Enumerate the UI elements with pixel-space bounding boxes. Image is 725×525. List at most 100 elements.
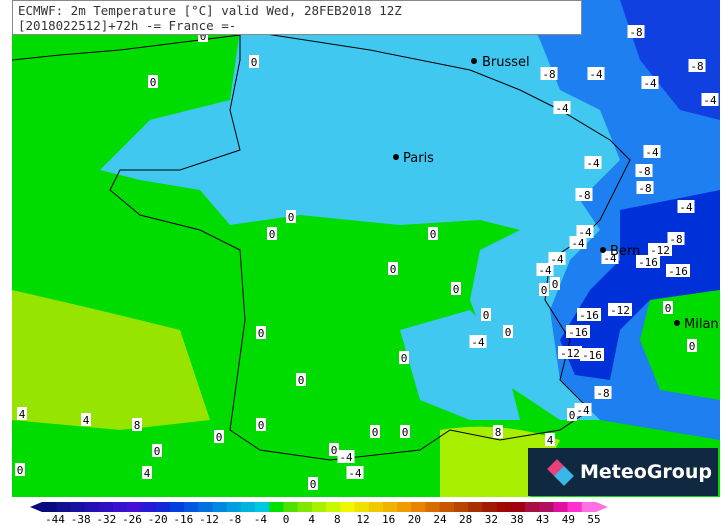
contour-label: 0: [214, 430, 224, 444]
colorbar-swatch: [368, 502, 384, 512]
darker-blue-region-northeast: [620, 0, 720, 120]
contour-label: 0: [148, 75, 158, 89]
svg-text:0: 0: [216, 431, 223, 444]
svg-text:8: 8: [495, 426, 502, 439]
svg-text:-8: -8: [690, 60, 703, 73]
header-title: ECMWF: 2m Temperature [°C] valid Wed, 28…: [18, 3, 402, 18]
contour-label: -4: [469, 335, 487, 349]
colorbar-swatch: [42, 502, 57, 512]
colorbar-swatch: [283, 502, 299, 512]
svg-text:-16: -16: [582, 349, 602, 362]
contour-label: 0: [267, 227, 277, 241]
svg-text:-8: -8: [638, 182, 651, 195]
contour-label: -16: [577, 308, 601, 322]
temperature-map: 000-8-8 -4-4-8-4-4-4-4-8-8-8-400 0 -4-8-4-4…: [11, 0, 720, 497]
contour-label: -4: [587, 67, 605, 81]
logo-text: MeteoGroup: [580, 461, 712, 483]
colorbar-swatch: [553, 502, 569, 512]
contour-label: -4: [643, 145, 661, 159]
contour-label: 0: [550, 277, 560, 291]
contour-label: 0: [687, 339, 697, 353]
svg-text:-4: -4: [471, 336, 485, 349]
contour-label: -4: [641, 76, 659, 90]
svg-text:0: 0: [689, 340, 696, 353]
svg-text:0: 0: [483, 309, 490, 322]
colorbar-swatch: [269, 502, 284, 512]
svg-text:0: 0: [251, 56, 258, 69]
contour-label: 0: [296, 373, 306, 387]
contour-label: 4: [81, 413, 91, 427]
svg-text:-4: -4: [586, 157, 600, 170]
colorbar-swatch: [453, 502, 469, 512]
colorbar-swatch: [510, 502, 526, 512]
colorbar-swatch: [311, 502, 327, 512]
svg-text:-16: -16: [638, 256, 658, 269]
svg-text:-4: -4: [603, 252, 617, 265]
contour-label: 0: [663, 301, 673, 315]
colorbar-swatch: [468, 502, 483, 512]
svg-text:-16: -16: [579, 309, 599, 322]
svg-text:0: 0: [310, 478, 317, 491]
svg-text:Paris: Paris: [403, 151, 434, 166]
contour-label: 0: [308, 477, 318, 491]
contour-label: -4: [601, 251, 619, 265]
colorbar-swatch: [240, 502, 256, 512]
svg-text:0: 0: [430, 228, 437, 241]
colorbar-tick-label: 4: [308, 513, 315, 525]
sea-lighter-green-region: [12, 290, 210, 430]
svg-text:4: 4: [19, 408, 26, 421]
meteogroup-logo-icon: [547, 459, 574, 486]
colorbar-tick-label: -32: [96, 513, 116, 525]
colorbar-tick-label: 20: [408, 513, 421, 525]
contour-label: 8: [493, 425, 503, 439]
colorbar-swatch: [113, 502, 128, 512]
svg-text:0: 0: [154, 445, 161, 458]
colorbar-swatch: [297, 502, 313, 512]
svg-text:-16: -16: [668, 265, 688, 278]
contour-label: -12: [608, 303, 632, 317]
svg-text:8: 8: [134, 419, 141, 432]
svg-text:-4: -4: [578, 226, 592, 239]
contour-label: -4: [677, 200, 695, 214]
colorbar-swatch: [354, 502, 370, 512]
svg-text:-4: -4: [348, 467, 362, 480]
colorbar-swatch: [496, 502, 512, 512]
contour-label: -4: [548, 252, 566, 266]
svg-text:-4: -4: [645, 146, 659, 159]
contour-label: 0: [286, 210, 296, 224]
colorbar-tick-label: 8: [334, 513, 341, 525]
svg-text:-12: -12: [650, 244, 670, 257]
svg-text:-12: -12: [560, 347, 580, 360]
contour-label: 0: [399, 351, 409, 365]
contour-label: -8: [636, 181, 654, 195]
contour-label: -8: [627, 25, 645, 39]
svg-text:-4: -4: [571, 237, 585, 250]
colorbar-swatch: [397, 502, 412, 512]
meteogroup-logo: MeteoGroup: [528, 448, 718, 496]
cold-region-central: [400, 310, 520, 420]
header-run-info: [2018022512]+72h -= France =-: [18, 18, 237, 33]
contour-label: 4: [545, 433, 555, 447]
colorbar-tick-label: -12: [199, 513, 219, 525]
svg-text:4: 4: [83, 414, 90, 427]
svg-text:0: 0: [401, 352, 408, 365]
contour-label: 4: [17, 407, 27, 421]
colorbar-swatch: [581, 502, 597, 512]
svg-text:0: 0: [150, 76, 157, 89]
svg-text:0: 0: [569, 409, 576, 422]
colorbar-swatch: [340, 502, 356, 512]
colorbar-swatch: [567, 502, 583, 512]
contour-label: -4: [576, 225, 594, 239]
colorbar-swatch: [326, 502, 341, 512]
svg-text:0: 0: [288, 211, 295, 224]
contour-label: -8: [688, 59, 706, 73]
contour-label: -4: [346, 466, 364, 480]
contour-label: -4: [569, 236, 587, 250]
colorbar-swatch: [482, 502, 498, 512]
colorbar-tick-label: -16: [173, 513, 193, 525]
contour-label: 0: [481, 308, 491, 322]
contour-label: -8: [594, 386, 612, 400]
colorbar-swatch: [212, 502, 228, 512]
svg-text:-4: -4: [538, 264, 552, 277]
temperature-colorbar: -44 -38 -32 -26 -20 -16 -12 -8 -4 0 4 8 12 16 20 24 28 32…: [30, 502, 608, 525]
